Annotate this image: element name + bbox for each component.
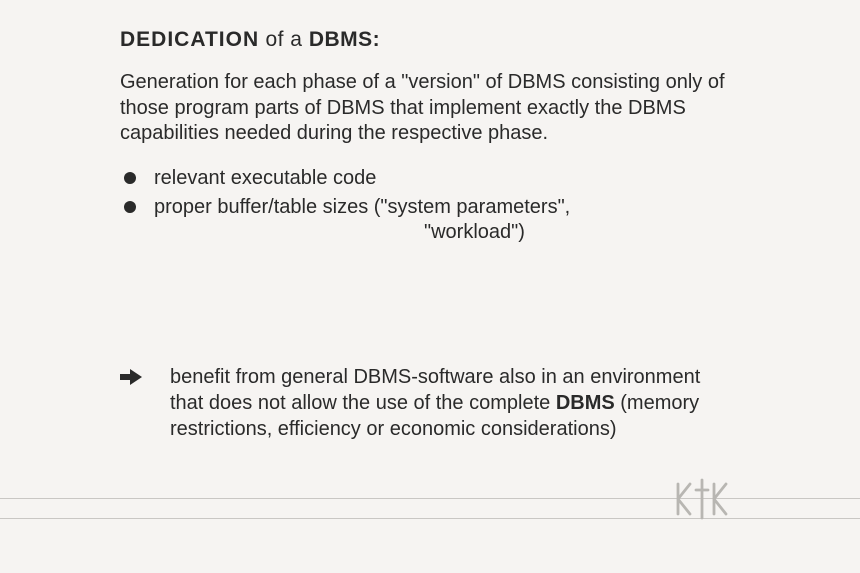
arrow-right-icon: [120, 368, 142, 386]
arrow-text: benefit from general DBMS-software also …: [170, 364, 710, 442]
slide-content: DEDICATION of a DBMS: Generation for eac…: [120, 28, 740, 442]
arrow-paragraph: benefit from general DBMS-software also …: [120, 364, 740, 442]
title-dbms: DBMS:: [309, 28, 380, 51]
bullet-list: relevant executable code proper buffer/t…: [124, 165, 740, 244]
kfk-logo: [674, 478, 730, 520]
bullet-icon: [124, 172, 136, 184]
bullet-icon: [124, 201, 136, 213]
divider-bottom: [0, 518, 860, 519]
bullet-text: relevant executable code: [154, 165, 740, 192]
divider-top: [0, 498, 860, 499]
list-item: proper buffer/table sizes ("system param…: [124, 194, 740, 221]
intro-paragraph: Generation for each phase of a "version"…: [120, 70, 740, 147]
title-dedication: DEDICATION: [120, 28, 259, 51]
list-item: relevant executable code: [124, 165, 740, 192]
title-line: DEDICATION of a DBMS:: [120, 28, 740, 52]
bullet-text: proper buffer/table sizes ("system param…: [154, 194, 740, 221]
arrow-text-bold: DBMS: [556, 392, 615, 414]
title-of-a: of a: [259, 28, 309, 51]
bullet-continuation: "workload"): [424, 221, 740, 244]
